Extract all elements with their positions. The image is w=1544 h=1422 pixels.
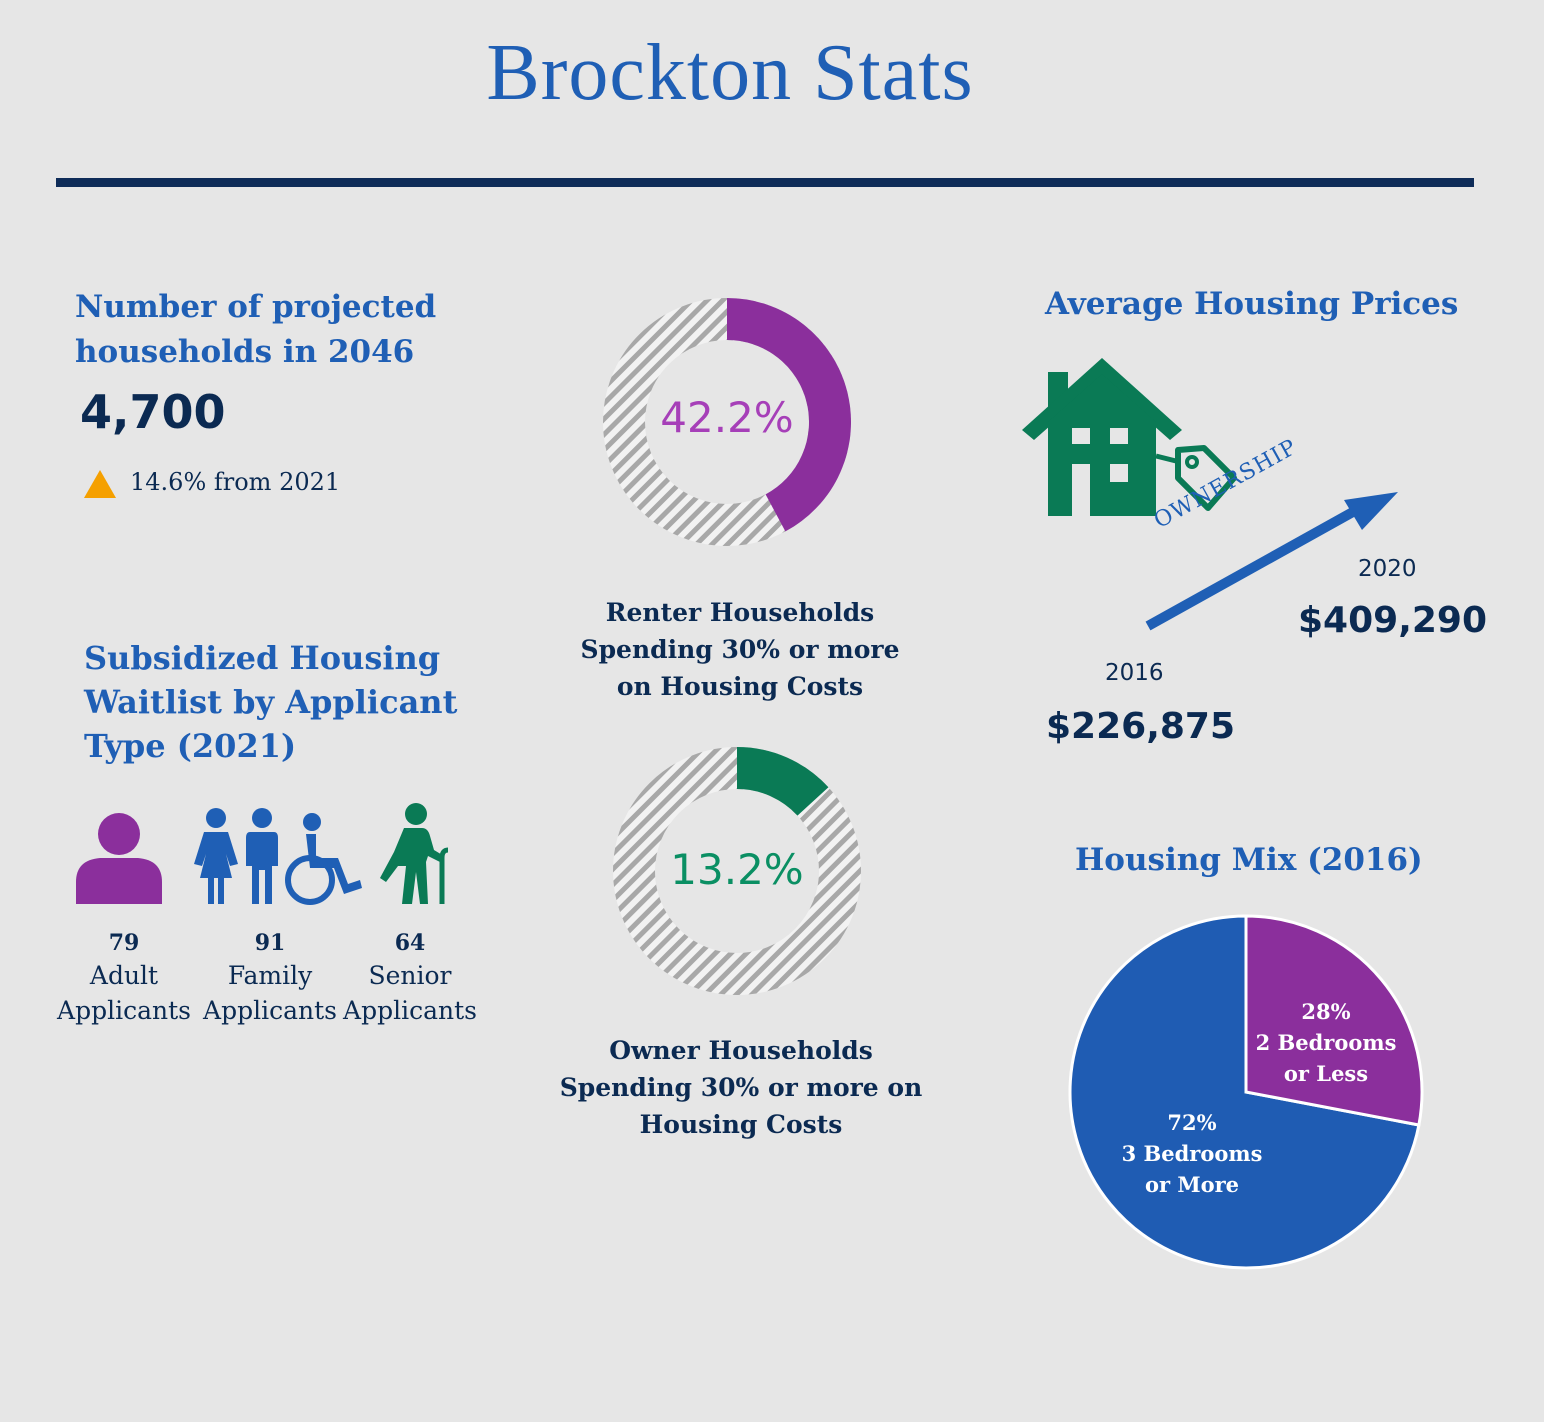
waitlist-heading: Subsidized Housing Waitlist by Applicant… [84, 639, 458, 765]
year-2016: 2016 [1105, 660, 1164, 686]
year-2020: 2020 [1358, 556, 1417, 582]
renter-label-line1: Renter Households [605, 598, 875, 627]
owner-donut-slice [736, 747, 829, 817]
pie-small-pct: 28% [1301, 999, 1351, 1024]
price-2020: $409,290 [1298, 600, 1488, 641]
adult-label-line1: Adult [89, 961, 159, 990]
senior-label-line1: Senior [368, 961, 452, 990]
pie-large-line2: or More [1144, 1172, 1240, 1197]
triangle-up-icon [84, 470, 116, 498]
title-divider [56, 178, 1474, 187]
pie-large-line1: 3 Bedrooms [1121, 1141, 1263, 1166]
projected-value: 4,700 [80, 385, 226, 439]
renter-label-line3: on Housing Costs [616, 672, 864, 701]
owner-pct: 13.2% [670, 845, 804, 894]
pie-slice-2-bedrooms [1244, 914, 1424, 1127]
housing-mix-pie [1068, 914, 1424, 1270]
owner-label-line1: Owner Households [609, 1036, 873, 1065]
pie-small-line2: or Less [1283, 1061, 1369, 1086]
house-price-tag-icon [1022, 358, 1237, 516]
renter-pct: 42.2% [660, 393, 794, 442]
family-label-line2: Applicants [203, 996, 337, 1025]
price-2016: $226,875 [1046, 706, 1236, 747]
page-title: Brockton Stats [486, 29, 974, 117]
senior-icon [380, 803, 449, 904]
renter-donut-slice [726, 298, 851, 532]
senior-count: 64 [394, 930, 426, 956]
adult-label-line2: Applicants [57, 996, 191, 1025]
projected-heading: Number of projected households in 2046 [75, 289, 437, 370]
housing-mix-heading: Housing Mix (2016) [1075, 842, 1423, 878]
renter-label-line2: Spending 30% or more [580, 635, 900, 664]
growth-arrow-icon [1145, 492, 1398, 631]
family-icon [194, 808, 362, 905]
pie-small-line1: 2 Bedrooms [1255, 1030, 1397, 1055]
family-count: 91 [254, 930, 286, 956]
person-icon [76, 813, 162, 904]
senior-label-line2: Applicants [343, 996, 477, 1025]
renter-donut-chart [603, 298, 851, 546]
family-label-line1: Family [227, 961, 313, 990]
pie-slice-3-bedrooms [1068, 914, 1421, 1270]
pie-large-pct: 72% [1167, 1110, 1217, 1135]
owner-label-line3: Housing Costs [639, 1110, 843, 1139]
owner-donut-chart [613, 747, 861, 995]
adult-count: 79 [108, 930, 140, 956]
owner-label-line2: Spending 30% or more on [559, 1073, 923, 1102]
projected-change: 14.6% from 2021 [130, 468, 341, 496]
prices-heading: Average Housing Prices [1045, 286, 1459, 322]
